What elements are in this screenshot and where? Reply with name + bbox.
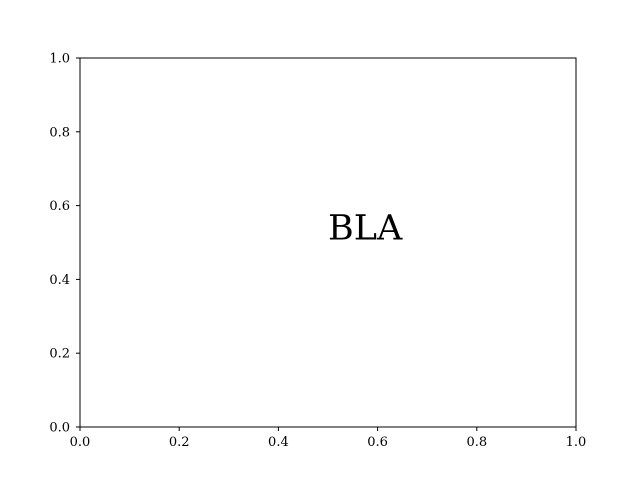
y-tick-label: 0.2 [49,347,70,362]
x-tick-label: 0.2 [169,435,190,450]
x-tick-label: 0.0 [70,435,91,450]
y-tick-label: 1.0 [49,52,70,67]
plot-frame [79,57,577,428]
axes: 0.0 0.2 0.4 0.6 0.8 1.0 0.0 0.2 0.4 0.6 0.8 1.0 BLA [49,52,586,451]
y-tick-label: 0.0 [49,421,70,436]
y-tick-label: 0.8 [49,125,70,140]
x-tick-label: 1.0 [566,435,587,450]
x-tick-label: 0.8 [466,435,487,450]
y-tick-label: 0.6 [49,199,70,214]
y-tick-label: 0.4 [49,273,70,288]
annotation-text: BLA [328,209,403,249]
x-tick-label: 0.4 [268,435,289,450]
x-tick-label: 0.6 [367,435,388,450]
